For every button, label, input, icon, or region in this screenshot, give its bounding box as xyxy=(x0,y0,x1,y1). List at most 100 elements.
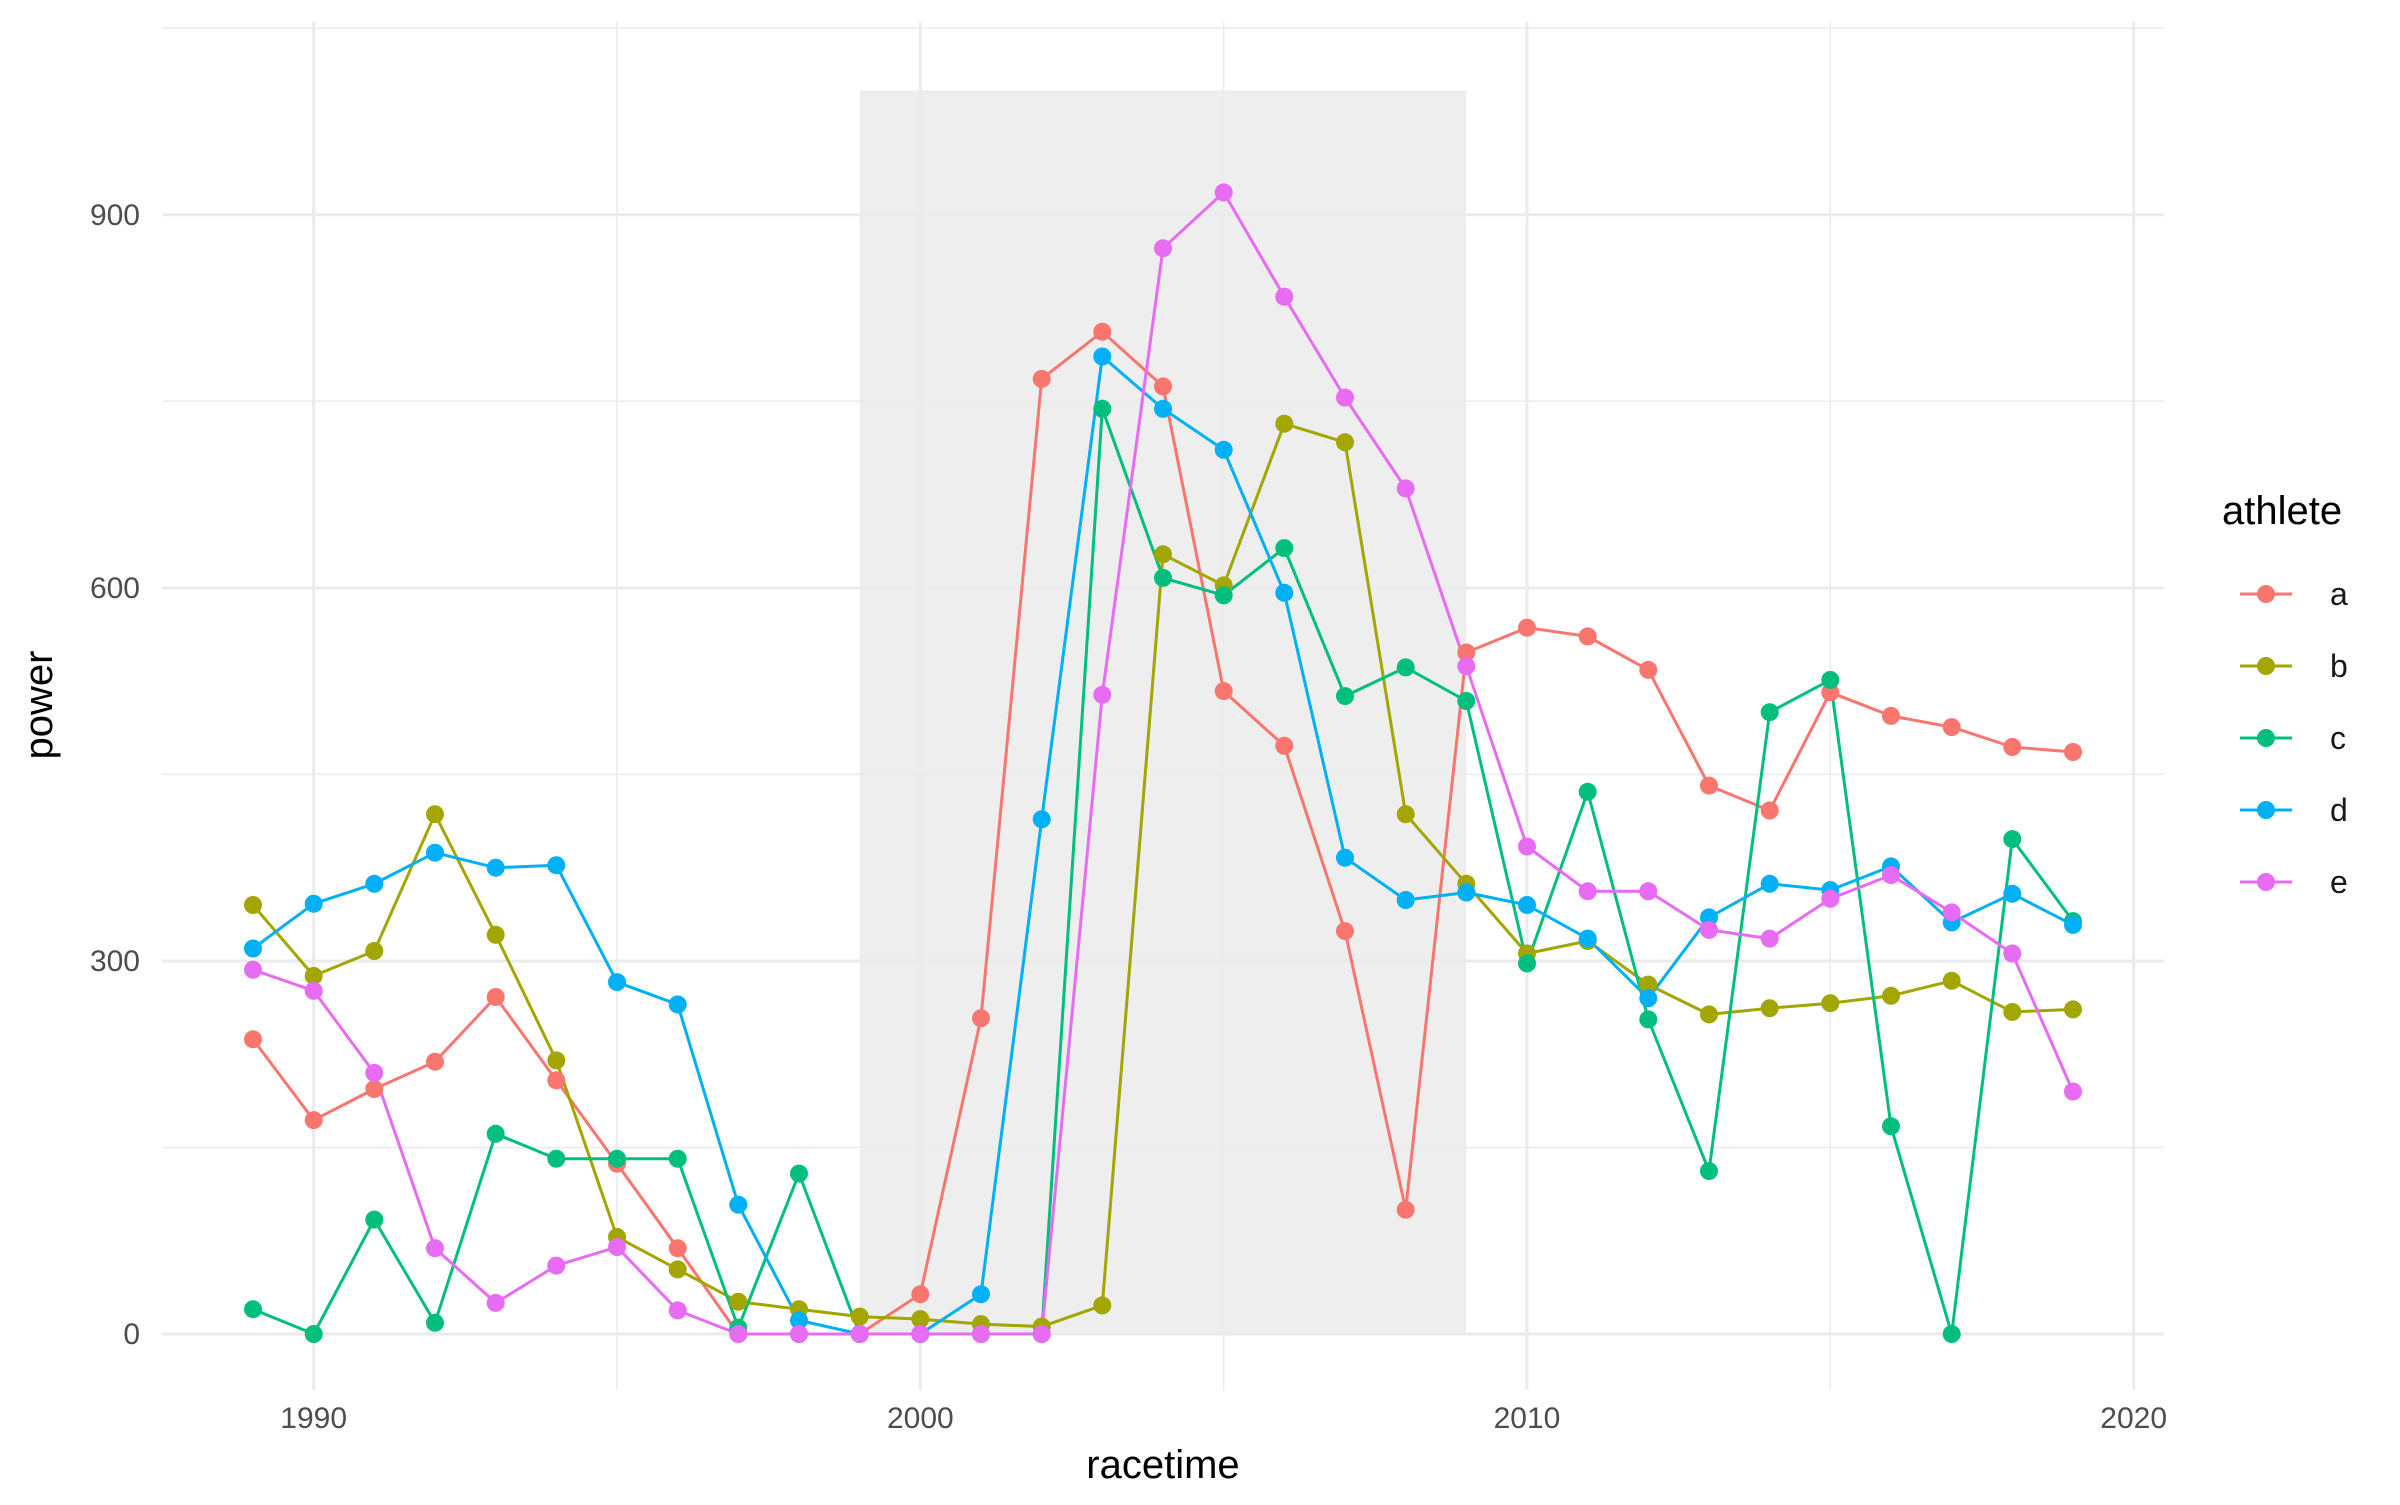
data-point-d xyxy=(729,1195,748,1214)
data-point-b xyxy=(1639,975,1658,994)
data-point-a xyxy=(1942,718,1961,737)
data-point-c xyxy=(365,1210,384,1229)
data-point-c xyxy=(1457,692,1476,710)
data-point-a xyxy=(1154,377,1172,396)
data-point-a xyxy=(1457,643,1476,662)
data-point-b xyxy=(668,1260,687,1279)
data-point-d xyxy=(1518,896,1536,914)
data-point-c xyxy=(1518,954,1536,973)
legend-key-point-b xyxy=(2257,657,2275,675)
data-point-d xyxy=(547,856,566,875)
legend-title: athlete xyxy=(2222,489,2342,533)
data-point-a xyxy=(1032,369,1051,388)
data-point-e xyxy=(304,981,323,1000)
data-point-e xyxy=(1760,929,1779,948)
data-point-e xyxy=(1154,239,1172,258)
data-point-d xyxy=(1639,989,1658,1008)
data-point-b xyxy=(365,942,384,960)
data-point-a xyxy=(1275,736,1294,755)
data-point-c xyxy=(1821,670,1840,689)
data-point-e xyxy=(244,960,262,979)
data-point-c xyxy=(2003,830,2022,849)
data-point-d xyxy=(1275,583,1294,602)
data-point-a xyxy=(2064,743,2082,761)
data-point-b xyxy=(1700,1005,1718,1024)
data-point-e xyxy=(426,1239,444,1258)
data-point-e xyxy=(547,1256,566,1275)
data-point-a xyxy=(668,1239,687,1258)
data-point-c xyxy=(1214,586,1233,605)
data-point-c xyxy=(1336,687,1354,706)
data-point-e xyxy=(1639,882,1658,901)
data-point-a xyxy=(1639,660,1658,679)
data-point-b xyxy=(1942,971,1961,990)
data-point-c xyxy=(1882,1117,1900,1136)
data-point-e xyxy=(1275,287,1294,306)
data-point-e xyxy=(1942,903,1961,922)
data-point-a xyxy=(486,988,505,1006)
data-point-a xyxy=(911,1285,930,1304)
data-point-b xyxy=(1093,1296,1112,1315)
data-point-e xyxy=(365,1063,384,1082)
data-point-d xyxy=(1154,399,1172,418)
legend-label-b: b xyxy=(2330,648,2348,684)
data-point-c xyxy=(1760,703,1779,722)
axes: racetime power 1990 2000 2010 2020 0 300 600 90… xyxy=(17,199,2167,1487)
data-point-e xyxy=(2064,1082,2082,1101)
data-point-d xyxy=(1700,908,1718,927)
data-point-d xyxy=(304,894,323,913)
data-point-d xyxy=(1760,874,1779,893)
data-point-b xyxy=(1396,805,1415,824)
data-point-a xyxy=(365,1080,384,1098)
series-points xyxy=(244,183,2082,1343)
data-point-d xyxy=(668,995,687,1014)
y-axis-title: power xyxy=(17,651,61,760)
data-point-c xyxy=(304,1325,323,1343)
data-point-d xyxy=(1093,347,1112,366)
data-point-c xyxy=(1093,399,1112,418)
data-point-e xyxy=(2003,944,2022,963)
data-point-a xyxy=(1214,682,1233,701)
data-point-a xyxy=(1518,618,1536,637)
data-point-a xyxy=(2003,738,2022,756)
data-point-b xyxy=(2064,1000,2082,1019)
data-point-e xyxy=(911,1325,930,1343)
data-point-e xyxy=(1457,657,1476,676)
data-point-b xyxy=(2003,1002,2022,1021)
data-point-b xyxy=(850,1307,869,1326)
data-point-a xyxy=(972,1009,990,1028)
data-point-d xyxy=(1214,440,1233,459)
legend-label-d: d xyxy=(2330,792,2348,828)
data-point-e xyxy=(1093,685,1112,704)
data-point-c xyxy=(790,1164,808,1183)
data-point-a xyxy=(1700,776,1718,795)
data-point-b xyxy=(547,1051,566,1070)
data-point-e xyxy=(1214,183,1233,202)
legend-key-point-c xyxy=(2257,729,2275,747)
data-point-e xyxy=(850,1325,869,1343)
data-point-a xyxy=(304,1111,323,1130)
data-point-a xyxy=(547,1071,566,1090)
data-point-d xyxy=(790,1311,808,1330)
data-point-a xyxy=(426,1052,444,1071)
data-point-d xyxy=(244,939,262,958)
y-tick-label: 0 xyxy=(123,1318,140,1351)
x-tick-label: 1990 xyxy=(280,1402,347,1435)
data-point-a xyxy=(244,1030,262,1049)
data-point-e xyxy=(608,1238,626,1256)
data-point-c xyxy=(1700,1162,1718,1181)
data-point-e xyxy=(1578,882,1597,901)
data-point-c xyxy=(1578,782,1597,801)
data-point-b xyxy=(1275,414,1294,433)
data-point-e xyxy=(972,1325,990,1343)
data-point-d xyxy=(486,858,505,877)
legend-key-point-e xyxy=(2257,873,2275,891)
data-point-e xyxy=(790,1325,808,1343)
legend-label-a: a xyxy=(2330,576,2348,612)
data-point-e xyxy=(1821,889,1840,908)
data-point-e xyxy=(668,1301,687,1320)
data-point-d xyxy=(608,973,626,992)
data-point-d xyxy=(1457,883,1476,902)
x-tick-label: 2010 xyxy=(1494,1402,1561,1435)
